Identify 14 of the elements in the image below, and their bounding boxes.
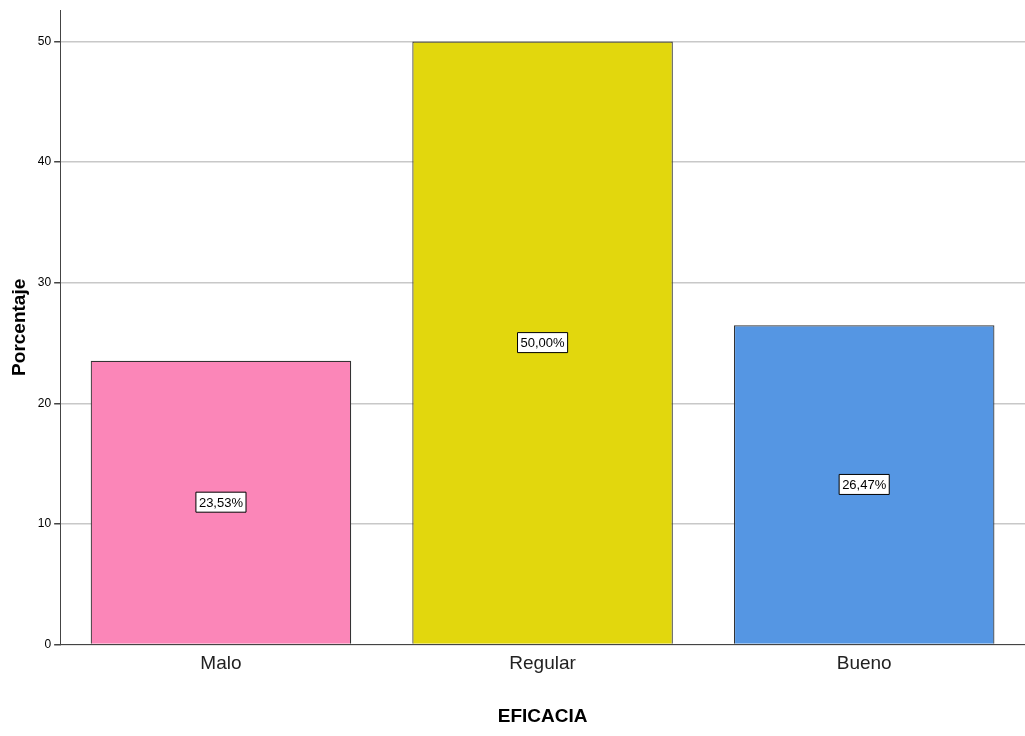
- y-tick-label: 50: [37, 33, 52, 48]
- y-tick-label: 0: [44, 636, 52, 651]
- x-tick-label: Bueno: [836, 652, 892, 674]
- y-tick-label: 20: [37, 395, 52, 410]
- x-tick-label: Malo: [200, 652, 242, 674]
- data-label: 23,53%: [198, 494, 244, 510]
- y-tick-label: 30: [37, 275, 52, 289]
- y-tick-label: 10: [37, 516, 52, 531]
- x-tick-label: Regular: [509, 652, 577, 674]
- y-axis-title: Porcentaje: [7, 278, 29, 376]
- x-axis-title: EFICACIA: [497, 704, 588, 726]
- data-label: 50,00%: [520, 335, 566, 351]
- y-tick-label: 40: [37, 154, 52, 169]
- data-label: 26,47%: [842, 477, 887, 493]
